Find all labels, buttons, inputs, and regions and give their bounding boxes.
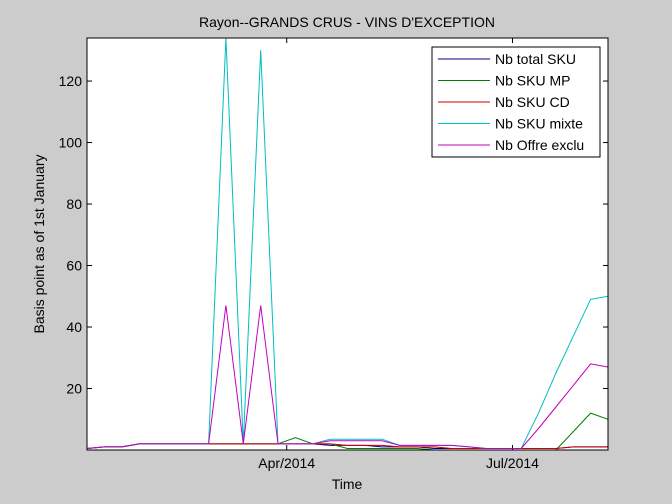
legend: Nb total SKU Nb SKU MP Nb SKU CD Nb SKU mix… [431, 46, 601, 158]
legend-label-3: Nb SKU mixte [495, 116, 583, 132]
legend-label-1: Nb SKU MP [495, 73, 570, 89]
legend-label-2: Nb SKU CD [495, 94, 570, 110]
legend-label-4: Nb Offre exclu [495, 137, 584, 153]
legend-label-0: Nb total SKU [495, 51, 576, 67]
x-tick-label-1: Jul/2014 [486, 455, 539, 471]
x-tick-label-0: Apr/2014 [258, 455, 315, 471]
y-tick-label-3: 80 [66, 196, 82, 212]
plot-frame [86, 37, 609, 451]
y-tick-label-1: 40 [66, 319, 82, 335]
y-tick-label-4: 100 [59, 135, 83, 151]
series-line-4 [86, 305, 609, 449]
y-axis-label: Basis point as of 1st January [31, 155, 47, 334]
axis-ticks: 20 40 60 80 100 120 Apr/2014 Jul/2014 [59, 38, 608, 471]
y-tick-label-2: 60 [66, 258, 82, 274]
x-axis-label: Time [332, 476, 363, 492]
chart-title: Rayon--GRANDS CRUS - VINS D'EXCEPTION [199, 14, 495, 30]
series-lines [86, 37, 609, 451]
y-tick-label-0: 20 [66, 381, 82, 397]
y-tick-label-5: 120 [59, 73, 83, 89]
